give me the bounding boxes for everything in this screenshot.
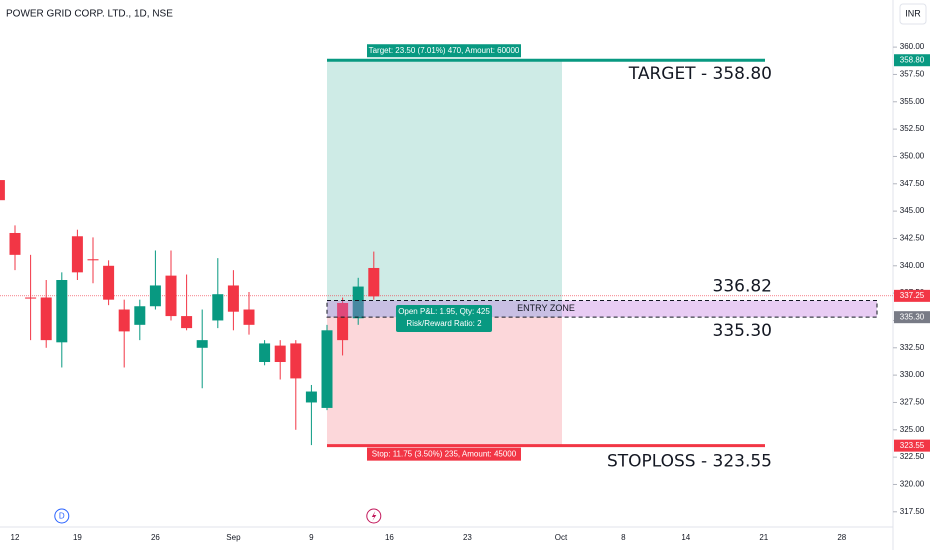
y-tick-label: 360.00 (900, 42, 925, 51)
entry-zone-label: ENTRY ZONE (517, 303, 575, 313)
entry-tag: 335.30 (900, 312, 925, 321)
pnl-text: Open P&L: 1.95, Qty: 425 (398, 307, 490, 316)
target-tag: 358.80 (900, 55, 925, 64)
x-tick-label: Sep (226, 533, 241, 542)
y-tick-label: 330.00 (900, 370, 925, 379)
event-icon (371, 511, 377, 521)
zone-top-label: 336.82 (713, 277, 772, 297)
stop-text: Stop: 11.75 (3.50%) 235, Amount: 45000 (372, 449, 517, 458)
x-tick-label: Oct (555, 533, 568, 542)
y-tick-label: 317.50 (900, 507, 925, 516)
x-tick-label: 23 (463, 533, 472, 542)
stop-tag-bg (894, 439, 930, 452)
x-tick-label: 28 (837, 533, 846, 542)
y-tick-label: 342.50 (900, 234, 925, 243)
x-tick-label: 14 (681, 533, 690, 542)
x-tick-label: 16 (385, 533, 394, 542)
candle-body (321, 330, 333, 408)
candle-body (0, 180, 5, 201)
y-tick-label: 355.00 (900, 97, 925, 106)
candle-body (149, 285, 161, 307)
x-tick-label: 19 (73, 533, 82, 542)
y-tick-label: 320.00 (900, 480, 925, 489)
target-box (367, 44, 521, 58)
y-tick-label: 345.00 (900, 206, 925, 215)
candle-body (352, 286, 364, 319)
candle-body (9, 232, 21, 255)
candle-body (134, 306, 146, 325)
candle-body (87, 259, 99, 261)
x-tick-label: 12 (11, 533, 20, 542)
chart-title: POWER GRID CORP. LTD., 1D, NSE (6, 9, 173, 20)
x-tick-label: 9 (309, 533, 314, 542)
candle-body (25, 297, 37, 299)
y-tick-label: 350.00 (900, 152, 925, 161)
y-tick-label: 340.00 (900, 261, 925, 270)
x-tick-label: 26 (151, 533, 160, 542)
target-tag-bg (894, 54, 930, 67)
y-tick-label: 322.50 (900, 452, 925, 461)
stop-tag: 323.55 (900, 441, 925, 450)
zone-bottom-label: 335.30 (713, 321, 772, 341)
stop-box (367, 447, 521, 461)
candle-body (212, 294, 224, 321)
candle-body (118, 309, 130, 332)
target-text: Target: 23.50 (7.01%) 470, Amount: 60000 (369, 46, 520, 55)
candle-body (368, 267, 380, 297)
candle-body (103, 265, 115, 300)
rr-text: Risk/Reward Ratio: 2 (406, 319, 482, 328)
x-tick-label: 21 (759, 533, 768, 542)
y-tick-label: 352.50 (900, 124, 925, 133)
currency-box[interactable] (899, 3, 927, 25)
candle-body (40, 297, 52, 341)
candle-body (181, 316, 193, 329)
candle-body (243, 309, 255, 325)
stop-label: STOPLOSS - 323.55 (607, 452, 772, 472)
dividend-marker-label: D (59, 512, 65, 521)
current-price-tag: 337.25 (900, 291, 925, 300)
y-tick-label: 357.50 (900, 70, 925, 79)
loss-zone (327, 317, 562, 446)
candle-body (337, 302, 349, 341)
candle-body (196, 340, 208, 348)
candle-body (227, 285, 239, 312)
y-tick-label: 325.00 (900, 425, 925, 434)
candle-body (305, 391, 317, 403)
y-tick-label: 327.50 (900, 398, 925, 407)
candle-body (274, 345, 286, 363)
entry-tag-bg (894, 311, 930, 324)
candle-body (165, 275, 177, 317)
dividend-marker (54, 508, 70, 524)
y-tick-label: 332.50 (900, 343, 925, 352)
profit-zone (327, 60, 562, 318)
current-price-tag-bg (894, 289, 930, 302)
y-tick-label: 347.50 (900, 179, 925, 188)
candle-body (56, 280, 68, 343)
candle-body (71, 236, 83, 273)
x-tick-label: 8 (621, 533, 626, 542)
candle-body (290, 343, 302, 379)
target-label: TARGET - 358.80 (628, 64, 772, 84)
pnl-box (396, 305, 492, 332)
currency: INR (905, 8, 921, 18)
candle-body (259, 343, 271, 363)
